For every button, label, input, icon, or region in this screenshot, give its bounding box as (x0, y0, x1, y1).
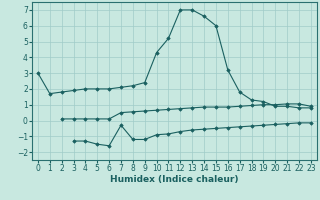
X-axis label: Humidex (Indice chaleur): Humidex (Indice chaleur) (110, 175, 239, 184)
